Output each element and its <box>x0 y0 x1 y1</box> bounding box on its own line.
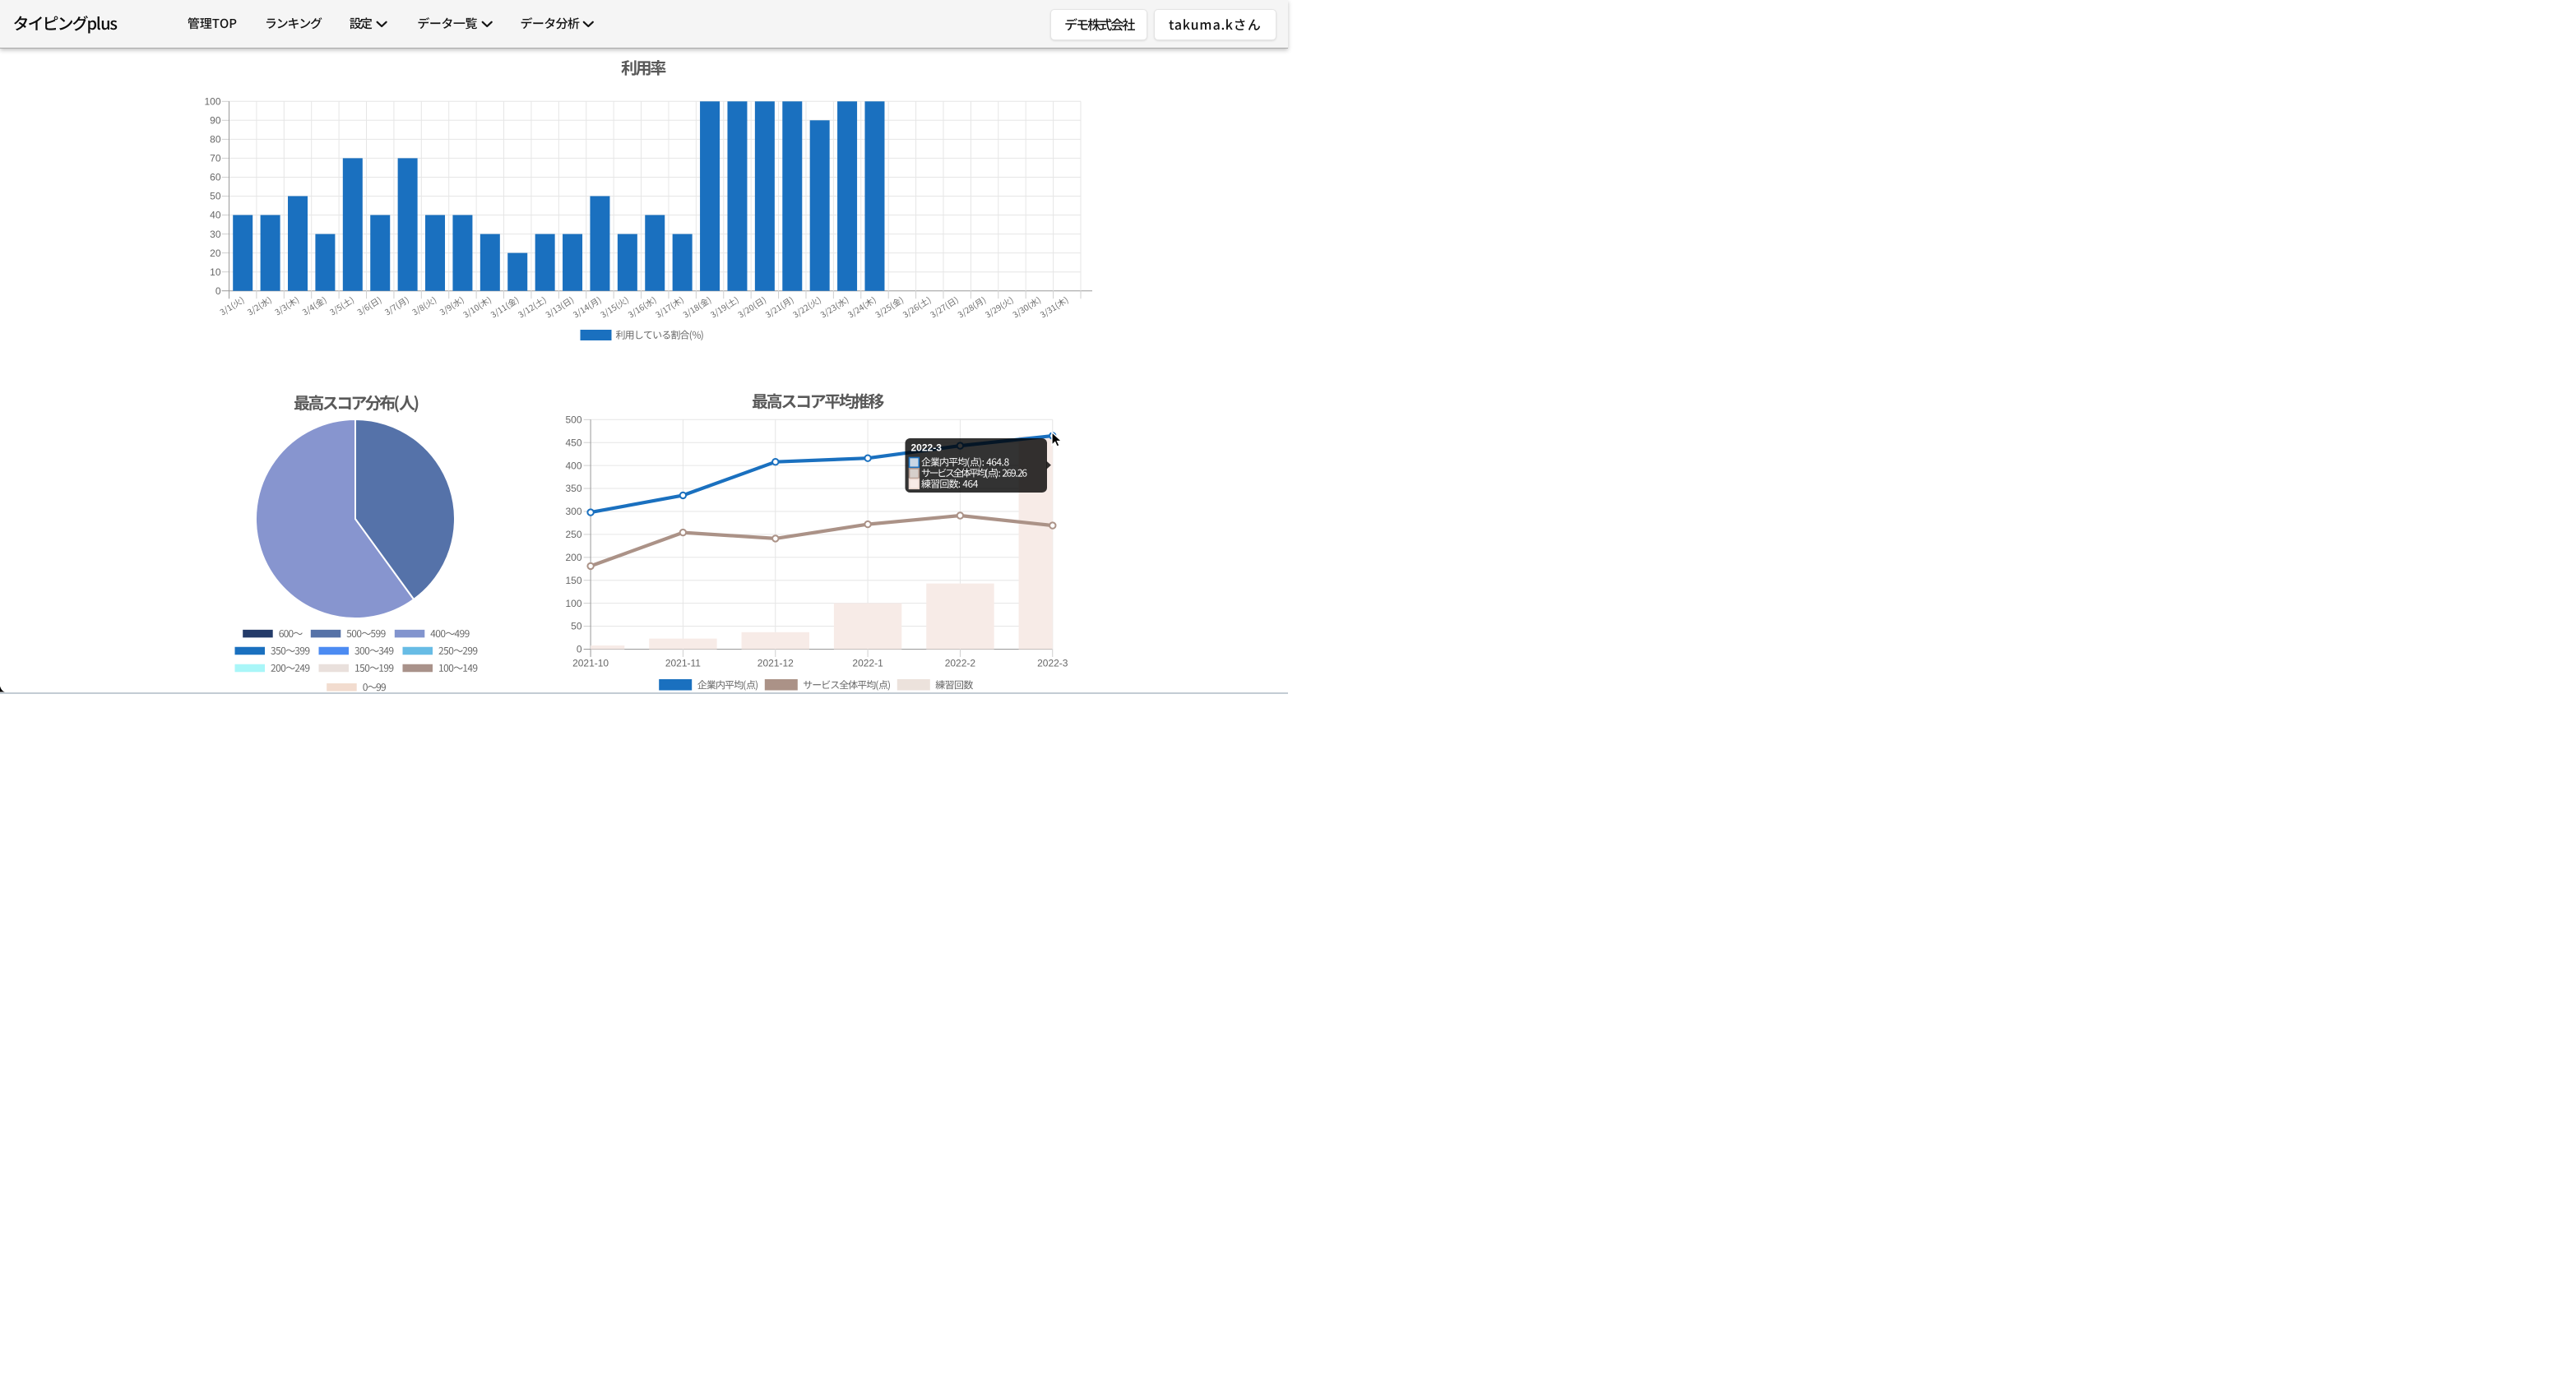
svg-text:70: 70 <box>210 153 221 164</box>
svg-text:250: 250 <box>565 529 581 540</box>
svg-text:50: 50 <box>571 621 582 632</box>
svg-text:500: 500 <box>565 414 581 426</box>
svg-text:400: 400 <box>565 460 581 471</box>
svg-text:30: 30 <box>210 229 221 240</box>
svg-text:50: 50 <box>210 191 221 202</box>
svg-text:150: 150 <box>565 575 581 586</box>
svg-text:2022-3: 2022-3 <box>911 442 943 454</box>
svg-text:90: 90 <box>210 115 221 127</box>
svg-text:100: 100 <box>565 598 581 609</box>
svg-text:0: 0 <box>577 644 582 655</box>
svg-text:10: 10 <box>210 266 221 278</box>
svg-text:2022-2: 2022-2 <box>945 658 976 669</box>
svg-text:450: 450 <box>565 437 581 448</box>
svg-text:300: 300 <box>565 506 581 517</box>
svg-text:100: 100 <box>204 96 220 108</box>
svg-text:200: 200 <box>565 552 581 563</box>
svg-text:2021-12: 2021-12 <box>758 658 794 669</box>
svg-text:2022-1: 2022-1 <box>852 658 883 669</box>
svg-text:0: 0 <box>215 285 221 297</box>
svg-text:80: 80 <box>210 134 221 146</box>
svg-text:2021-10: 2021-10 <box>572 658 609 669</box>
svg-text:2022-3: 2022-3 <box>1037 658 1068 669</box>
svg-text:40: 40 <box>210 210 221 221</box>
svg-text:2021-11: 2021-11 <box>665 658 701 669</box>
svg-text:20: 20 <box>210 248 221 259</box>
svg-text:60: 60 <box>210 172 221 183</box>
svg-text:350: 350 <box>565 483 581 494</box>
